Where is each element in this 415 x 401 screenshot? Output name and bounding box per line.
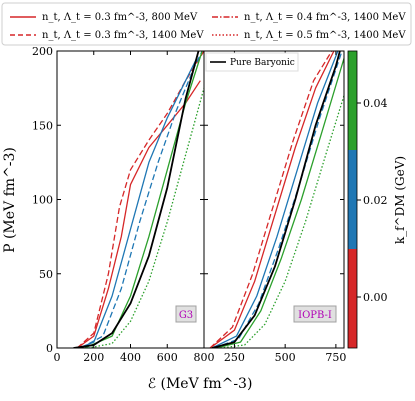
eos-line-0-1 [76, 80, 201, 348]
panel-g3: 0 200 400 600 800 0 50 100 150 200 G3 [32, 45, 215, 364]
svg-text:Pure Baryonic: Pure Baryonic [230, 58, 295, 68]
x-tick-label-0-800: 800 [194, 351, 215, 364]
x-tick-label-0-600: 600 [157, 351, 178, 364]
eos-line-0-5 [84, 51, 203, 348]
colorbar-segment-green [348, 51, 357, 150]
eos-line-1-3 [211, 51, 339, 348]
colorbar-tick-0.02: 0.02 [363, 194, 388, 207]
x-tick-label-0-400: 400 [120, 351, 141, 364]
eos-line-1-2 [209, 51, 333, 348]
eos-line-0-3 [78, 58, 198, 348]
colorbar-label: k_f^DM (GeV) [393, 156, 407, 244]
pure-baryonic-line-0-0 [73, 51, 200, 348]
pure-baryonic-legend: Pure Baryonic [205, 52, 299, 72]
legend-label-0: n_t, Λ_t = 0.3 fm^-3, 800 MeV [42, 12, 198, 23]
legend: n_t, Λ_t = 0.3 fm^-3, 800 MeV n_t, Λ_t =… [1, 2, 412, 46]
panel-frame-1 [203, 50, 345, 349]
y-tick-label-100: 100 [32, 194, 53, 207]
x-tick-label-0-0: 0 [54, 351, 61, 364]
eos-line-0-6 [88, 87, 204, 348]
x-tick-label-1-500: 500 [275, 351, 296, 364]
legend-label-1: n_t, Λ_t = 0.3 fm^-3, 1400 MeV [42, 30, 204, 41]
panel-tag-0: G3 [175, 305, 197, 323]
colorbar: 0.04 0.02 0.00 k_f^DM (GeV) [347, 50, 407, 349]
panel-tag-1: IOPB-I [293, 305, 337, 323]
colorbar-tick-0.04: 0.04 [363, 97, 388, 110]
eos-line-0-2 [76, 51, 204, 348]
y-tick-label-200: 200 [32, 45, 53, 58]
pure-baryonic-line-1-0 [211, 51, 341, 348]
x-axis-label: ℰ (MeV fm^-3) [148, 376, 253, 392]
eos-line-1-6 [220, 95, 344, 348]
colorbar-tick-0.00: 0.00 [363, 291, 388, 304]
eos-line-1-4 [213, 51, 343, 348]
y-tick-label-50: 50 [39, 268, 53, 281]
legend-label-3: n_t, Λ_t = 0.5 fm^-3, 1400 MeV [244, 30, 406, 41]
x-tick-label-1-750: 750 [325, 351, 346, 364]
svg-text:IOPB-I: IOPB-I [298, 310, 332, 321]
x-tick-label-1-250: 250 [224, 351, 245, 364]
x-tick-label-0-200: 200 [83, 351, 104, 364]
svg-text:G3: G3 [179, 310, 193, 321]
y-tick-label-0: 0 [46, 342, 53, 355]
eos-line-1-1 [209, 51, 335, 348]
panel-iopb: 250 500 750 IOPB-I Pure Baryonic [203, 50, 346, 364]
legend-label-2: n_t, Λ_t = 0.4 fm^-3, 1400 MeV [244, 12, 406, 23]
y-tick-label-150: 150 [32, 119, 53, 132]
eos-line-1-5 [216, 58, 344, 348]
colorbar-segment-red [348, 249, 357, 348]
eos-line-0-4 [80, 51, 203, 348]
y-axis-label: P (MeV fm^-3) [2, 147, 18, 253]
colorbar-segment-blue [348, 150, 357, 249]
